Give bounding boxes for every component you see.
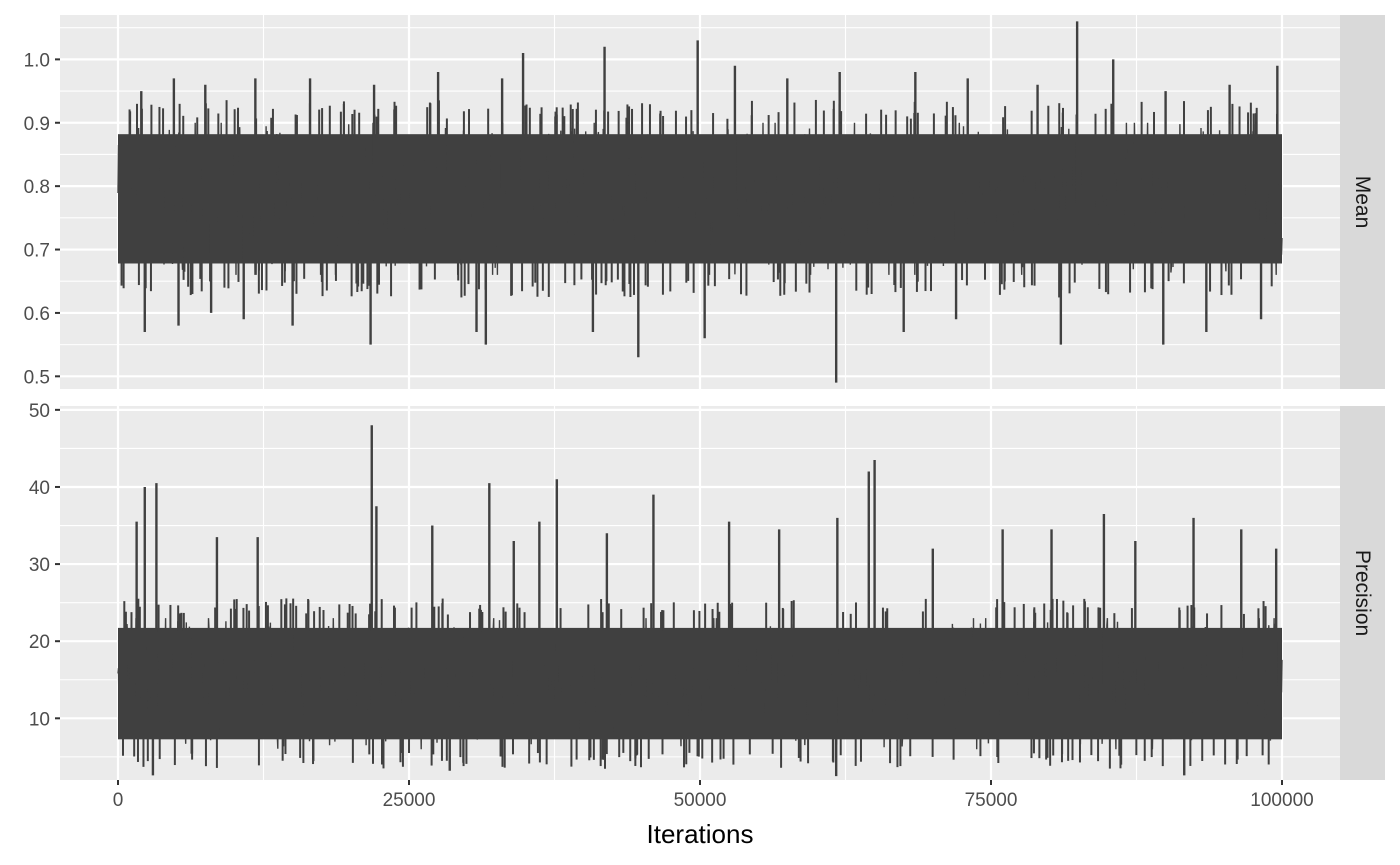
y-tick-label: 10 — [29, 709, 50, 730]
trace-line — [117, 122, 1283, 275]
facet-strip — [1340, 15, 1385, 389]
x-axis-title: Iterations — [647, 819, 754, 849]
y-tick-label: 0.9 — [24, 114, 50, 135]
y-tick-label: 40 — [29, 478, 50, 499]
x-axis: 0 25000 50000 75000 100000 — [113, 780, 1314, 811]
panel-precision: 10 20 30 40 50 Precision — [29, 401, 1385, 780]
x-tick-label: 50000 — [674, 790, 727, 811]
y-tick-label: 0.7 — [24, 241, 50, 262]
y-tick-label: 20 — [29, 632, 50, 653]
x-tick-label: 75000 — [965, 790, 1018, 811]
facet-strip-label: Mean — [1351, 176, 1374, 229]
facet-strip — [1340, 406, 1385, 780]
x-tick-label: 25000 — [383, 790, 436, 811]
y-tick-label: 30 — [29, 555, 50, 576]
y-tick-label: 0.8 — [24, 177, 50, 198]
facet-strip-label: Precision — [1351, 550, 1374, 636]
y-tick-label: 0.5 — [24, 367, 50, 388]
y-tick-label: 50 — [29, 401, 50, 422]
panel-mean: 0.5 0.6 0.7 0.8 0.9 1.0 Mean — [24, 15, 1385, 389]
trace-line — [117, 618, 1283, 750]
x-tick-label: 0 — [113, 790, 124, 811]
y-tick-label: 1.0 — [24, 50, 50, 71]
y-tick-label: 0.6 — [24, 304, 50, 325]
x-tick-label: 100000 — [1250, 790, 1313, 811]
